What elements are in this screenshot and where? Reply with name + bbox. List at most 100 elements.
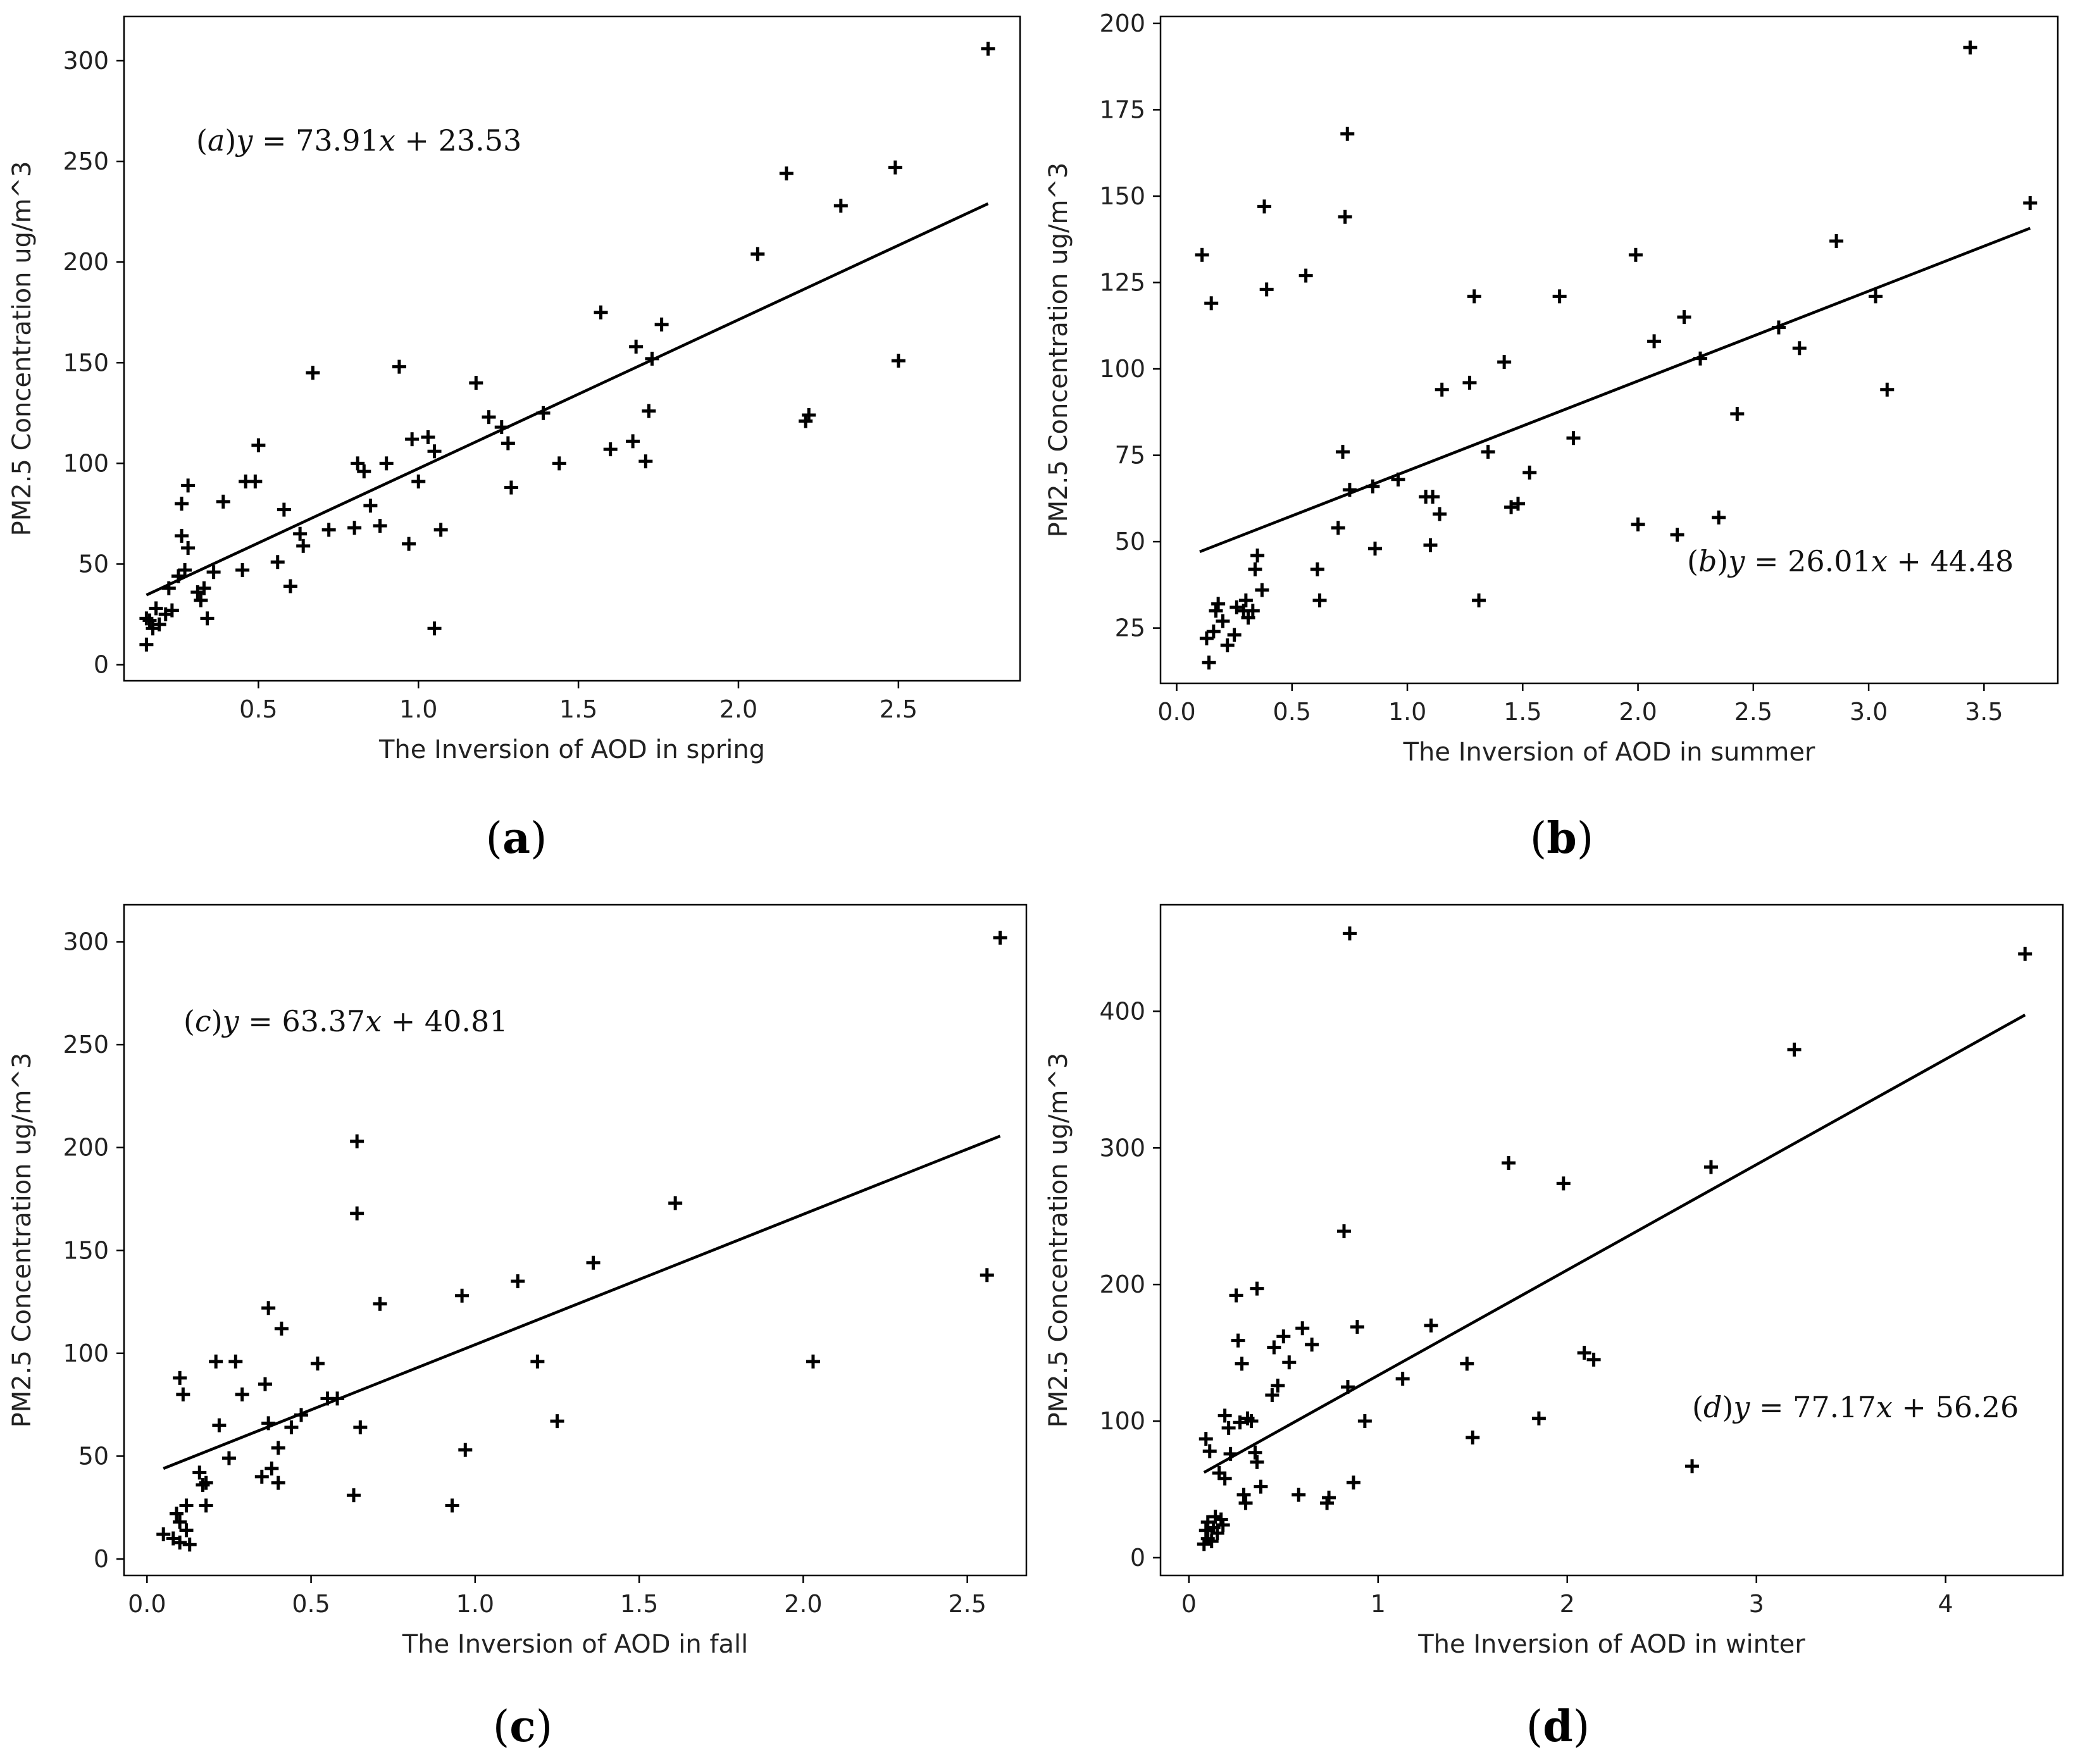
data-point: [270, 555, 285, 569]
data-point: [1340, 1380, 1355, 1394]
y-tick-label: 200: [63, 1134, 109, 1162]
y-tick-label: 125: [1099, 269, 1145, 297]
data-point: [321, 523, 336, 537]
equation-part: + 44.48: [1888, 544, 2014, 578]
data-point: [1335, 445, 1350, 459]
x-tick-label: 0: [1181, 1590, 1197, 1618]
caption-part: b: [1547, 813, 1577, 864]
y-tick-label: 50: [1115, 528, 1145, 556]
data-point: [1265, 1388, 1279, 1403]
x-axis-label: The Inversion of AOD in summer: [1403, 738, 1815, 767]
x-tick-label: 1.0: [399, 695, 437, 723]
data-point: [779, 166, 794, 181]
data-point: [271, 1441, 285, 1455]
data-point: [1245, 604, 1260, 618]
data-point: [1497, 355, 1512, 370]
y-tick-label: 0: [94, 1545, 109, 1573]
data-point: [645, 351, 659, 366]
y-tick-label: 175: [1099, 96, 1145, 123]
plot-frame: [123, 15, 1021, 682]
data-point: [271, 1475, 285, 1490]
data-point: [197, 581, 211, 595]
data-point: [181, 478, 196, 493]
y-tick-label: 250: [63, 147, 109, 175]
data-point: [1292, 1488, 1306, 1502]
equation-part: x: [1876, 1390, 1893, 1424]
caption-part: d: [1543, 1701, 1573, 1752]
data-point: [1338, 209, 1352, 224]
data-point: [347, 521, 362, 535]
data-point: [806, 1354, 820, 1369]
data-point: [179, 1523, 194, 1537]
data-point: [277, 502, 291, 517]
regression-equation: (d)y = 77.17x + 56.26: [1692, 1390, 2019, 1424]
data-point: [1433, 507, 1447, 521]
data-point: [1391, 472, 1405, 487]
data-point: [1276, 1329, 1291, 1344]
x-tick-label: 1.5: [1503, 698, 1541, 726]
data-point: [433, 523, 448, 537]
equation-part: a: [208, 123, 225, 158]
data-point: [235, 1387, 249, 1401]
data-point: [1244, 1414, 1259, 1429]
data-point: [178, 563, 192, 577]
data-point: [504, 480, 518, 495]
regression-equation: (a)y = 73.91x + 23.53: [196, 123, 521, 158]
x-tick-label: 1.5: [620, 1590, 658, 1618]
x-tick-label: 0.0: [128, 1590, 166, 1618]
x-tick-label: 2.5: [880, 695, 918, 723]
data-point: [176, 1387, 190, 1401]
x-tick-label: 1.0: [456, 1590, 494, 1618]
data-point: [1631, 517, 1645, 531]
data-point: [1255, 583, 1269, 597]
data-point: [1460, 1357, 1474, 1371]
data-point: [594, 305, 608, 320]
data-point: [1357, 1414, 1372, 1429]
equation-part: ): [225, 123, 236, 158]
data-point: [1250, 548, 1265, 562]
data-point: [2018, 947, 2033, 961]
data-point: [1204, 1534, 1219, 1549]
data-point: [296, 538, 311, 553]
data-point: [1250, 1455, 1264, 1469]
data-point: [363, 499, 378, 513]
data-point: [1223, 1446, 1238, 1461]
x-tick-label: 1.5: [559, 695, 597, 723]
data-point: [379, 456, 394, 471]
data-point: [173, 1370, 187, 1385]
data-point: [175, 497, 189, 511]
data-point: [1869, 289, 1883, 304]
data-point: [1310, 562, 1324, 576]
y-tick-label: 300: [1099, 1134, 1145, 1162]
data-point: [350, 1206, 364, 1221]
data-point: [421, 430, 435, 444]
y-tick-label: 100: [63, 1339, 109, 1367]
data-point: [501, 436, 515, 450]
data-point: [1730, 407, 1745, 421]
data-point: [1426, 490, 1440, 504]
data-point: [346, 1488, 361, 1503]
x-tick-label: 3.0: [1850, 698, 1888, 726]
data-point: [392, 359, 406, 374]
x-tick-label: 2.0: [719, 695, 757, 723]
data-point: [209, 1354, 223, 1369]
data-point: [586, 1255, 601, 1270]
data-point: [981, 41, 995, 56]
data-point: [165, 603, 179, 618]
data-point: [427, 621, 442, 636]
equation-part: = 63.37: [239, 1004, 365, 1038]
caption-part: ): [1577, 814, 1594, 864]
equation-part: = 73.91: [252, 123, 378, 158]
data-point: [1368, 542, 1383, 556]
data-point: [1298, 268, 1313, 283]
y-tick-label: 200: [63, 248, 109, 276]
y-tick-label: 150: [63, 1236, 109, 1264]
data-point: [139, 637, 154, 652]
data-point: [1787, 1042, 1802, 1057]
data-point: [552, 456, 566, 471]
caption-part: (: [1530, 814, 1547, 864]
data-point: [1556, 1176, 1571, 1191]
data-point: [216, 494, 230, 509]
y-tick-label: 100: [1099, 355, 1145, 383]
